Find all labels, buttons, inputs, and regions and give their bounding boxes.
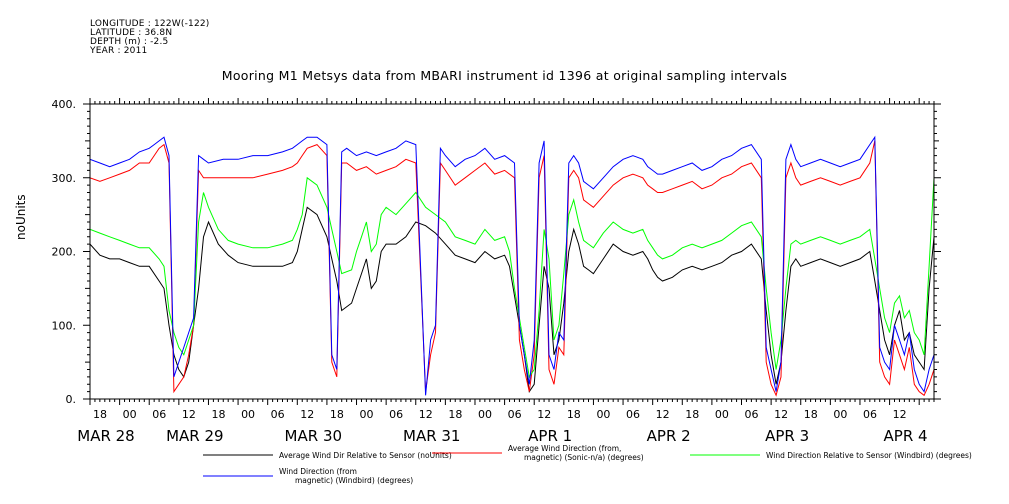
x-tick-label: 12	[419, 408, 433, 421]
legend-label-2: Average Wind Direction (from, magnetic) (…	[508, 444, 644, 462]
x-date-label: APR 2	[647, 427, 691, 445]
metadata-header: LONGITUDE : 122W(-122) LATITUDE : 36.8N …	[90, 20, 210, 56]
x-tick-label: 18	[804, 408, 818, 421]
x-tick-label: 12	[774, 408, 788, 421]
legend-label-line: Wind Direction Relative to Sensor (Windb…	[766, 451, 972, 460]
series-line-3	[90, 176, 934, 379]
x-tick-label: 06	[152, 408, 166, 421]
series-line-1	[90, 206, 934, 393]
y-tick-label: 0.	[66, 393, 77, 406]
x-date-label: APR 4	[884, 427, 928, 445]
x-tick-label: 18	[685, 408, 699, 421]
y-tick-label: 200.	[52, 246, 77, 259]
legend-label-line: Average Wind Direction (from,	[508, 444, 621, 453]
chart-title: Mooring M1 Metsys data from MBARI instru…	[221, 68, 788, 83]
x-tick-label: 00	[715, 408, 729, 421]
plot-frame	[89, 103, 935, 400]
legend-label-4: Wind Direction (from magnetic) (Windbird)…	[279, 467, 413, 485]
x-tick-label: 18	[330, 408, 344, 421]
y-tick-label: 100.	[52, 319, 77, 332]
x-tick-label: 06	[389, 408, 403, 421]
x-date-label: MAR 30	[285, 427, 342, 445]
series-line-4	[90, 135, 934, 396]
x-date-label: MAR 29	[166, 427, 223, 445]
legend-label-line: magnetic) (Sonic-n/a) (degrees)	[524, 453, 644, 462]
x-tick-label: 12	[182, 408, 196, 421]
x-tick-label: 06	[626, 408, 640, 421]
series-line-2	[90, 140, 934, 397]
metadata-longitude: LONGITUDE : 122W(-122)	[90, 19, 210, 29]
legend-label-3: Wind Direction Relative to Sensor (Windb…	[766, 451, 972, 460]
x-tick-label: 18	[211, 408, 225, 421]
x-tick-label: 00	[596, 408, 610, 421]
x-tick-label: 18	[93, 408, 107, 421]
x-tick-label: 00	[478, 408, 492, 421]
x-tick-label: 06	[508, 408, 522, 421]
x-tick-label: 00	[833, 408, 847, 421]
y-tick-label: 400.	[52, 98, 77, 111]
legend-label-line: Average Wind Dir Relative to Sensor (noU…	[279, 451, 452, 460]
x-tick-label: 00	[241, 408, 255, 421]
x-date-label: APR 3	[765, 427, 809, 445]
x-tick-label: 12	[893, 408, 907, 421]
legend: Average Wind Dir Relative to Sensor (noU…	[203, 444, 972, 485]
metadata-latitude: LATITUDE : 36.8N	[90, 28, 173, 38]
series-lines	[90, 135, 934, 397]
x-tick-label: 00	[123, 408, 137, 421]
x-tick-label: 06	[745, 408, 759, 421]
x-tick-label: 18	[448, 408, 462, 421]
x-tick-label: 00	[360, 408, 374, 421]
x-date-label: MAR 31	[403, 427, 460, 445]
x-tick-label: 12	[300, 408, 314, 421]
x-tick-label: 06	[271, 408, 285, 421]
y-tick-label: 300.	[52, 172, 77, 185]
legend-label-1: Average Wind Dir Relative to Sensor (noU…	[279, 451, 452, 460]
legend-label-line: magnetic) (Windbird) (degrees)	[295, 476, 413, 485]
legend-label-line: Wind Direction (from	[279, 467, 357, 476]
x-tick-label: 06	[863, 408, 877, 421]
metadata-depth: DEPTH (m) : -2.5	[90, 37, 169, 47]
x-tick-label: 18	[567, 408, 581, 421]
x-date-label: APR 1	[528, 427, 572, 445]
axes: 0. 100. 200. 300. 400. 18 00 06 12 18 00 06 12 18 00 06…	[52, 98, 941, 445]
x-tick-label: 12	[656, 408, 670, 421]
x-date-label: MAR 28	[77, 427, 134, 445]
x-tick-label: 12	[537, 408, 551, 421]
metadata-year: YEAR : 2011	[90, 46, 148, 56]
